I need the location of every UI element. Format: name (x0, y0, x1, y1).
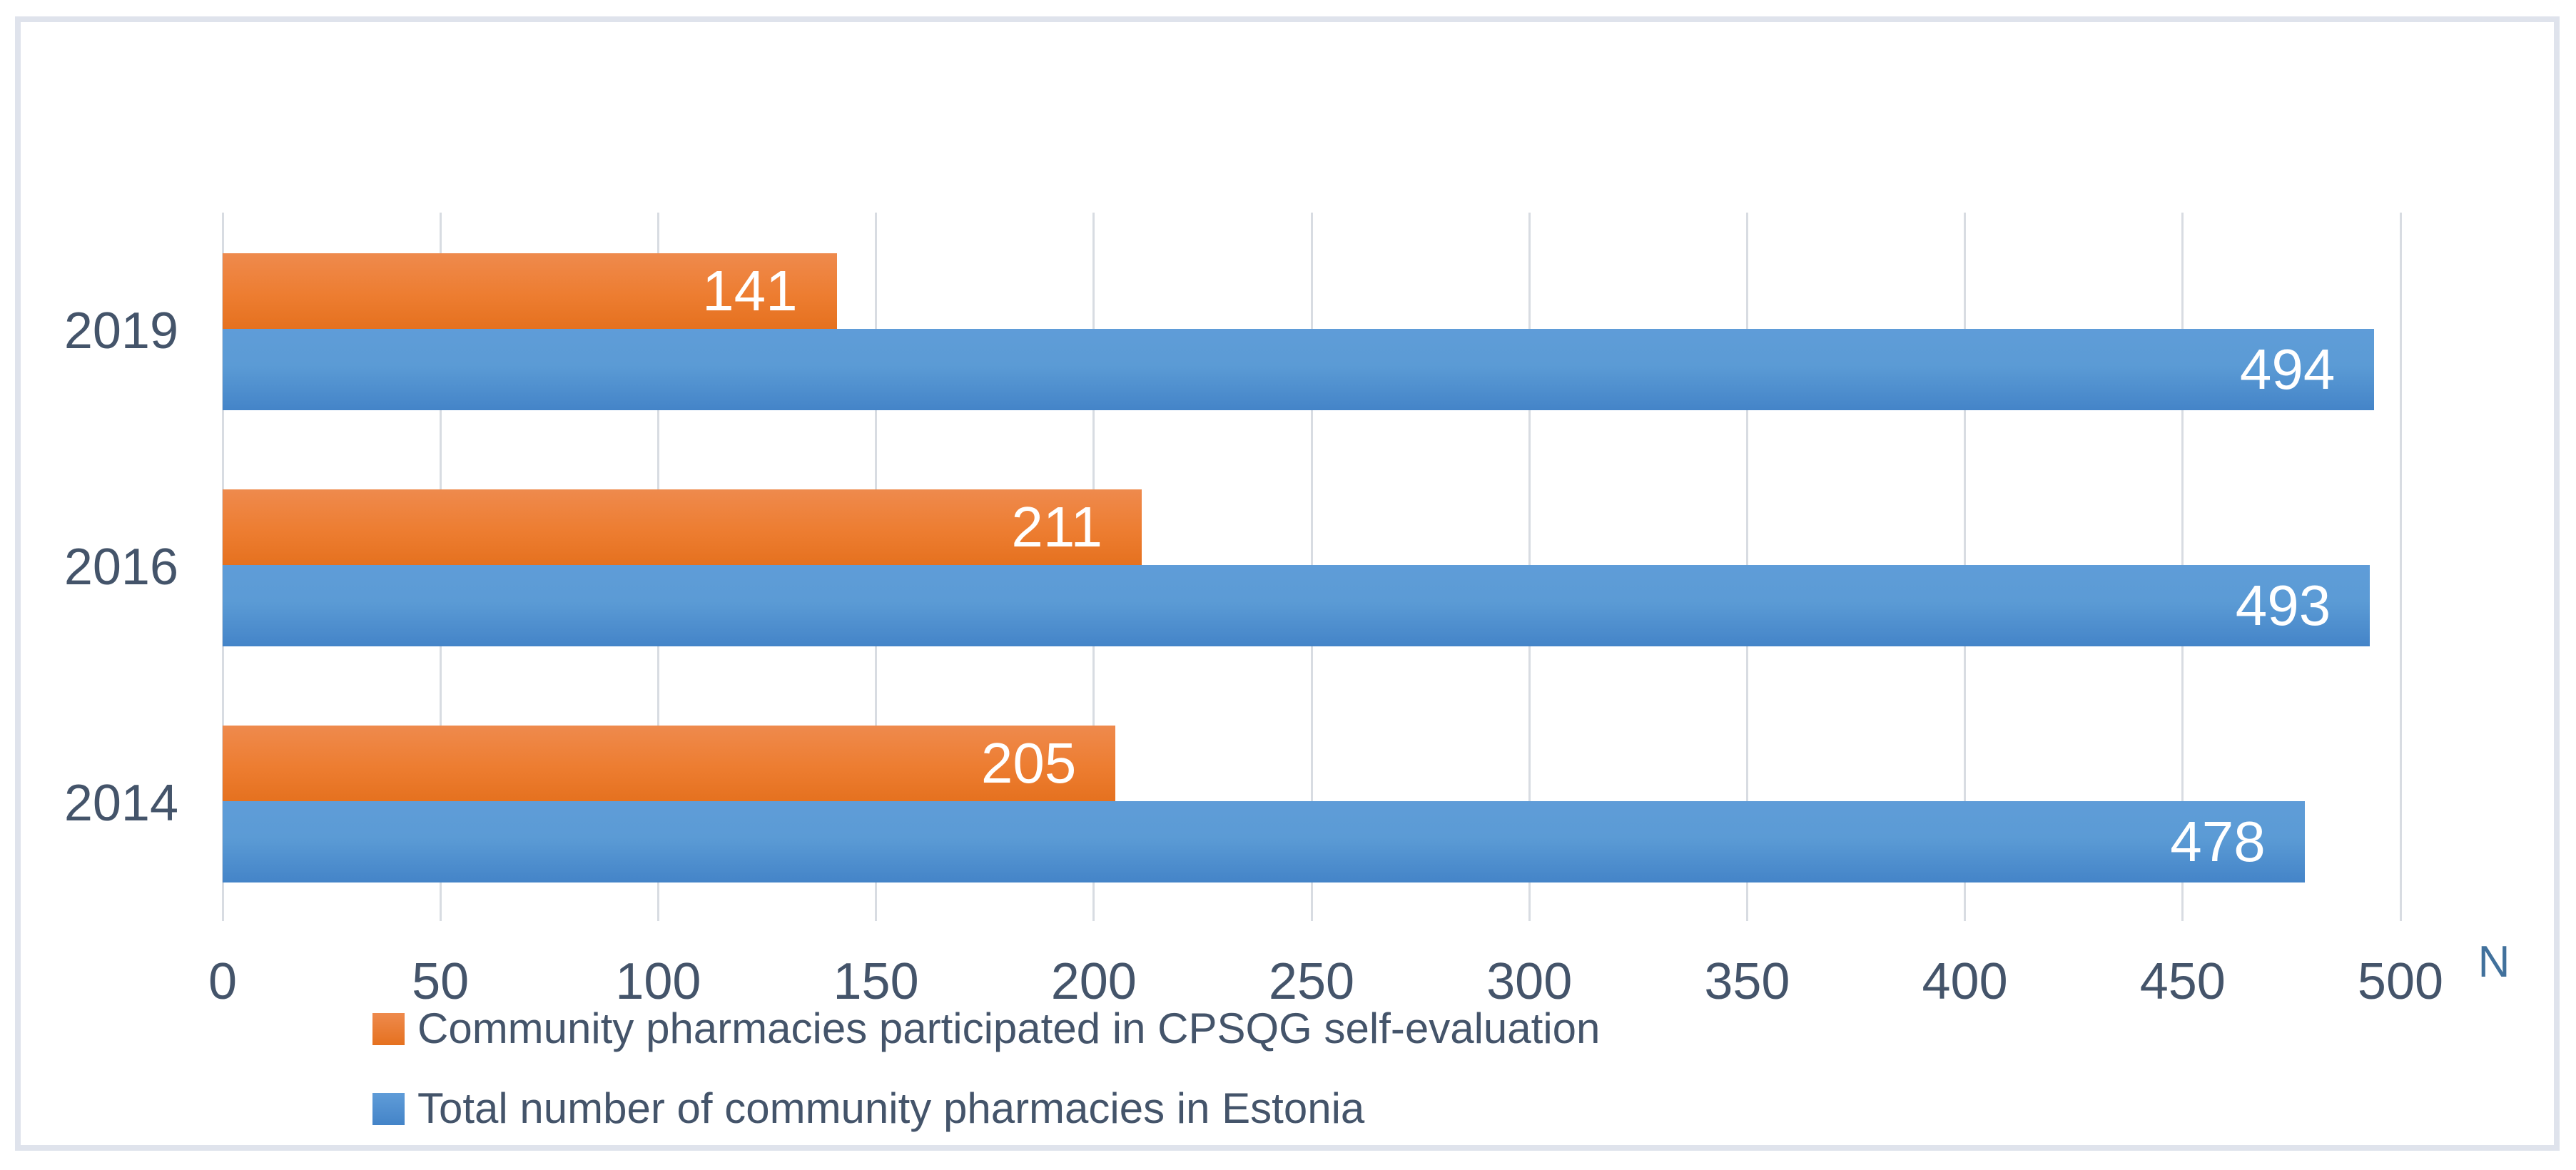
x-tick-label: 0 (208, 953, 238, 1010)
category-label: 2014 (64, 774, 178, 832)
bar-2016-series-0: 211 (223, 489, 1142, 565)
legend-label: Community pharmacies participated in CPS… (417, 1004, 1601, 1052)
x-tick-label: 450 (2139, 953, 2226, 1010)
category-label: 2016 (64, 538, 178, 596)
bar-value-label: 478 (2170, 810, 2266, 873)
x-tick-label: 300 (1486, 953, 1573, 1010)
x-tick-label: 250 (1268, 953, 1355, 1010)
bar-value-label: 494 (2239, 337, 2336, 401)
x-axis-title: N (2478, 937, 2510, 987)
bar-value-label: 205 (980, 731, 1077, 795)
category-label: 2019 (64, 302, 178, 360)
bar-value-label: 493 (2235, 574, 2331, 637)
chart-border-frame (15, 16, 2560, 1151)
bar-2019-series-0: 141 (223, 253, 837, 329)
x-tick-label: 500 (2357, 953, 2444, 1010)
bar-2014-series-0: 205 (223, 726, 1116, 801)
legend-label: Total number of community pharmacies in … (417, 1084, 1365, 1132)
bar-2014-series-1: 478 (223, 801, 2305, 882)
x-tick-label: 200 (1050, 953, 1137, 1010)
x-tick-label: 400 (1922, 953, 2008, 1010)
legend-marker (372, 1092, 405, 1125)
x-tick-label: 100 (615, 953, 701, 1010)
legend-marker (372, 1012, 405, 1045)
bar-value-label: 141 (702, 259, 798, 322)
x-tick-label: 350 (1704, 953, 1790, 1010)
bar-2016-series-1: 493 (223, 565, 2370, 646)
bar-2019-series-1: 494 (223, 329, 2375, 410)
legend-item: Community pharmacies participated in CPS… (372, 1007, 1600, 1050)
x-tick-label: 50 (412, 953, 470, 1010)
gridline (2399, 213, 2402, 921)
legend-item: Total number of community pharmacies in … (372, 1087, 1364, 1130)
x-tick-label: 150 (833, 953, 919, 1010)
bar-value-label: 211 (1011, 495, 1102, 559)
